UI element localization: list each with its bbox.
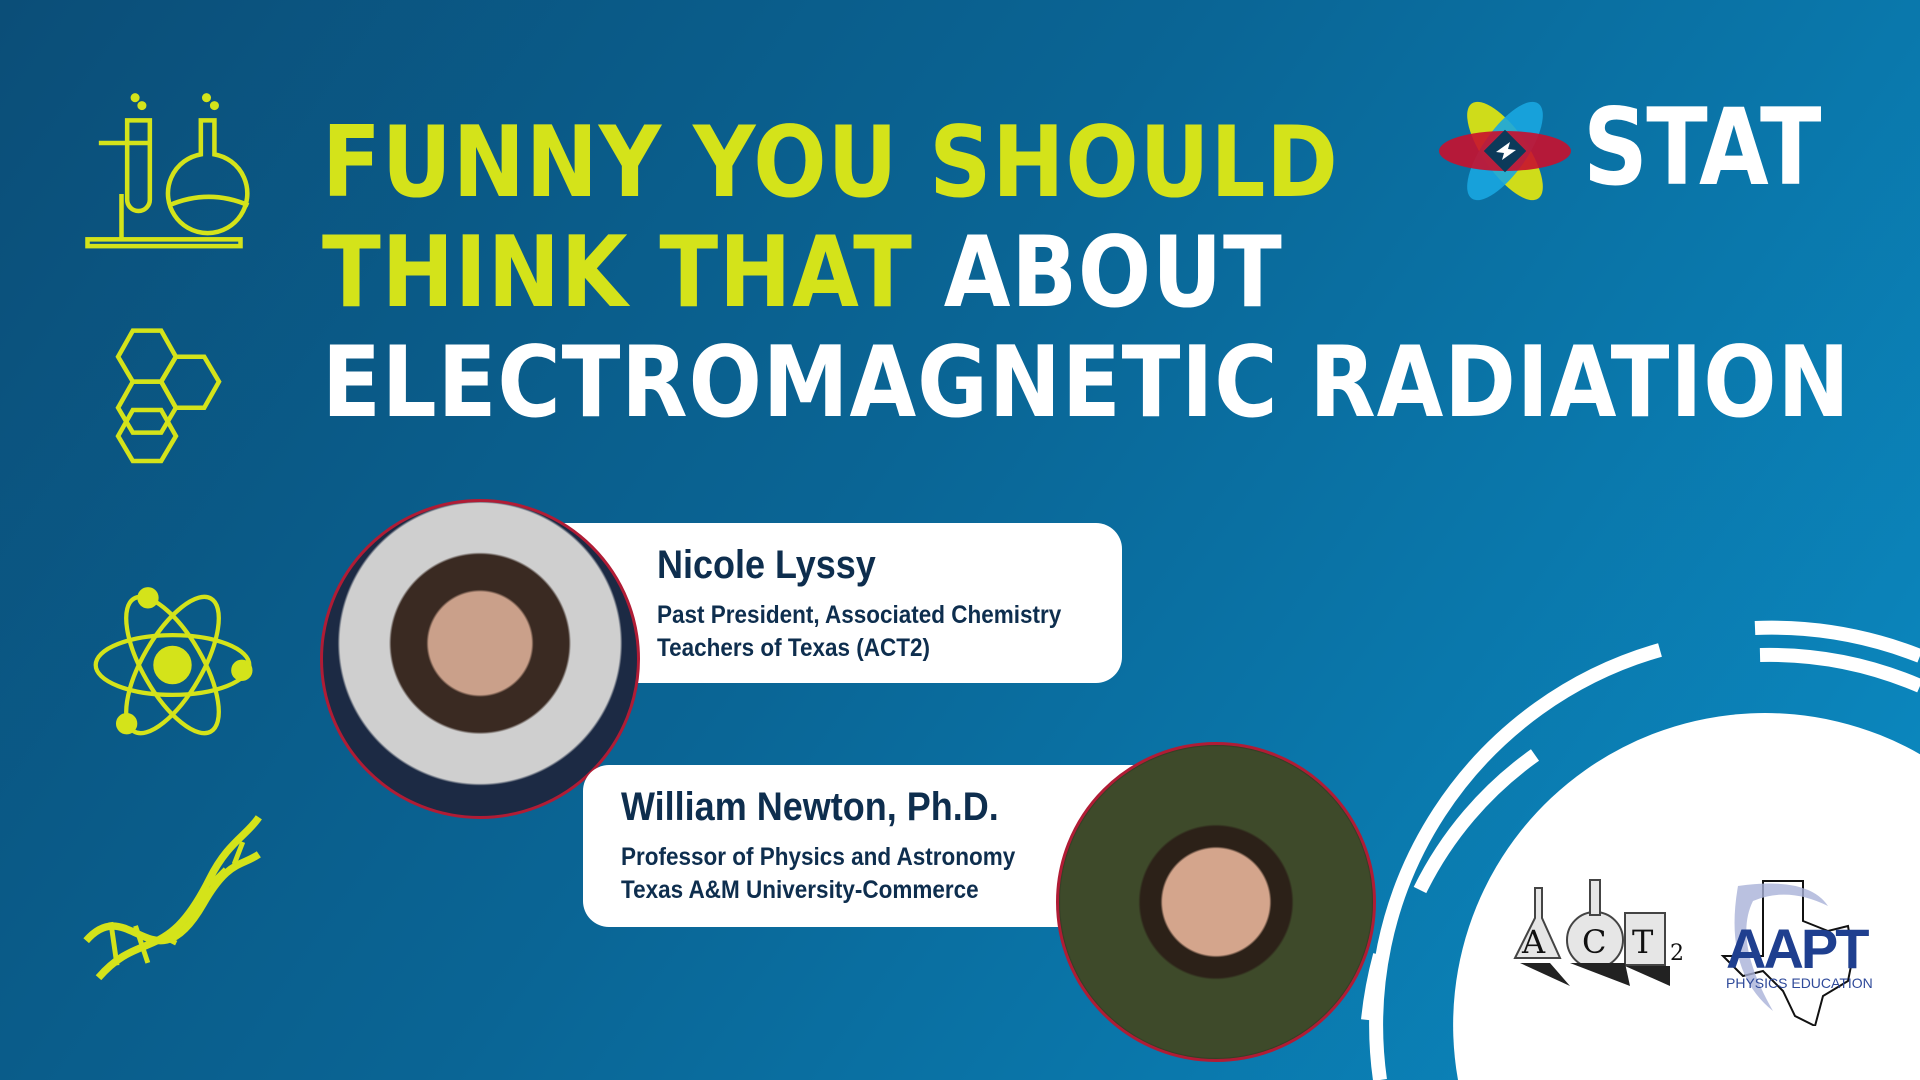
speaker-role-line: Texas A&M University-Commerce [621, 876, 979, 904]
speaker-photo-nicole-lyssy [320, 499, 640, 819]
decorative-white-circle [1453, 713, 1920, 1080]
stat-logo: STAT [1438, 88, 1821, 210]
act2-logo-flasks-icon: A C T 2 [1513, 879, 1684, 986]
stat-logo-text: STAT [1583, 86, 1821, 209]
speaker-role-line: Past President, Associated Chemistry [657, 601, 1062, 629]
svg-text:2: 2 [1670, 941, 1684, 966]
speaker-role-line: Professor of Physics and Astronomy [621, 843, 1016, 871]
lab-flask-icon [85, 93, 250, 249]
title-line-1: FUNNY YOU SHOULD [322, 106, 1339, 220]
speaker-role: Past President, Associated Chemistry Tea… [657, 599, 1061, 665]
speaker-photo-william-newton [1056, 742, 1376, 1062]
aapt-logo-text: AAPT [1726, 917, 1869, 980]
act2-logo-text: A [1521, 923, 1546, 961]
dna-icon [83, 815, 262, 981]
svg-text:T: T [1632, 923, 1654, 961]
page-title: FUNNY YOU SHOULD THINK THAT ABOUT ELECTR… [322, 108, 1851, 438]
title-line-2-rest: ABOUT [912, 216, 1283, 330]
title-line-2-highlight: THINK THAT [322, 216, 913, 330]
speaker-role-line: Teachers of Texas (ACT2) [657, 634, 931, 662]
act2-logo: A C T 2 [1510, 878, 1700, 988]
atom-icon [93, 587, 253, 736]
decorative-arcs [1361, 620, 1920, 1080]
svg-text:C: C [1582, 923, 1606, 961]
speaker-name: William Newton, Ph.D. [621, 785, 999, 829]
title-line-3: ELECTROMAGNETIC RADIATION [322, 326, 1851, 440]
speaker-role: Professor of Physics and Astronomy Texas… [621, 841, 1015, 907]
speaker-name: Nicole Lyssy [657, 543, 876, 587]
stat-logo-mark-icon [1439, 101, 1571, 201]
aapt-logo-subtext: PHYSICS EDUCATION [1726, 975, 1873, 991]
aapt-texas-outline-icon: AAPT PHYSICS EDUCATION [1720, 880, 1873, 1026]
hexagon-molecule-icon [115, 328, 222, 464]
aapt-logo: AAPT PHYSICS EDUCATION [1718, 876, 1878, 1026]
